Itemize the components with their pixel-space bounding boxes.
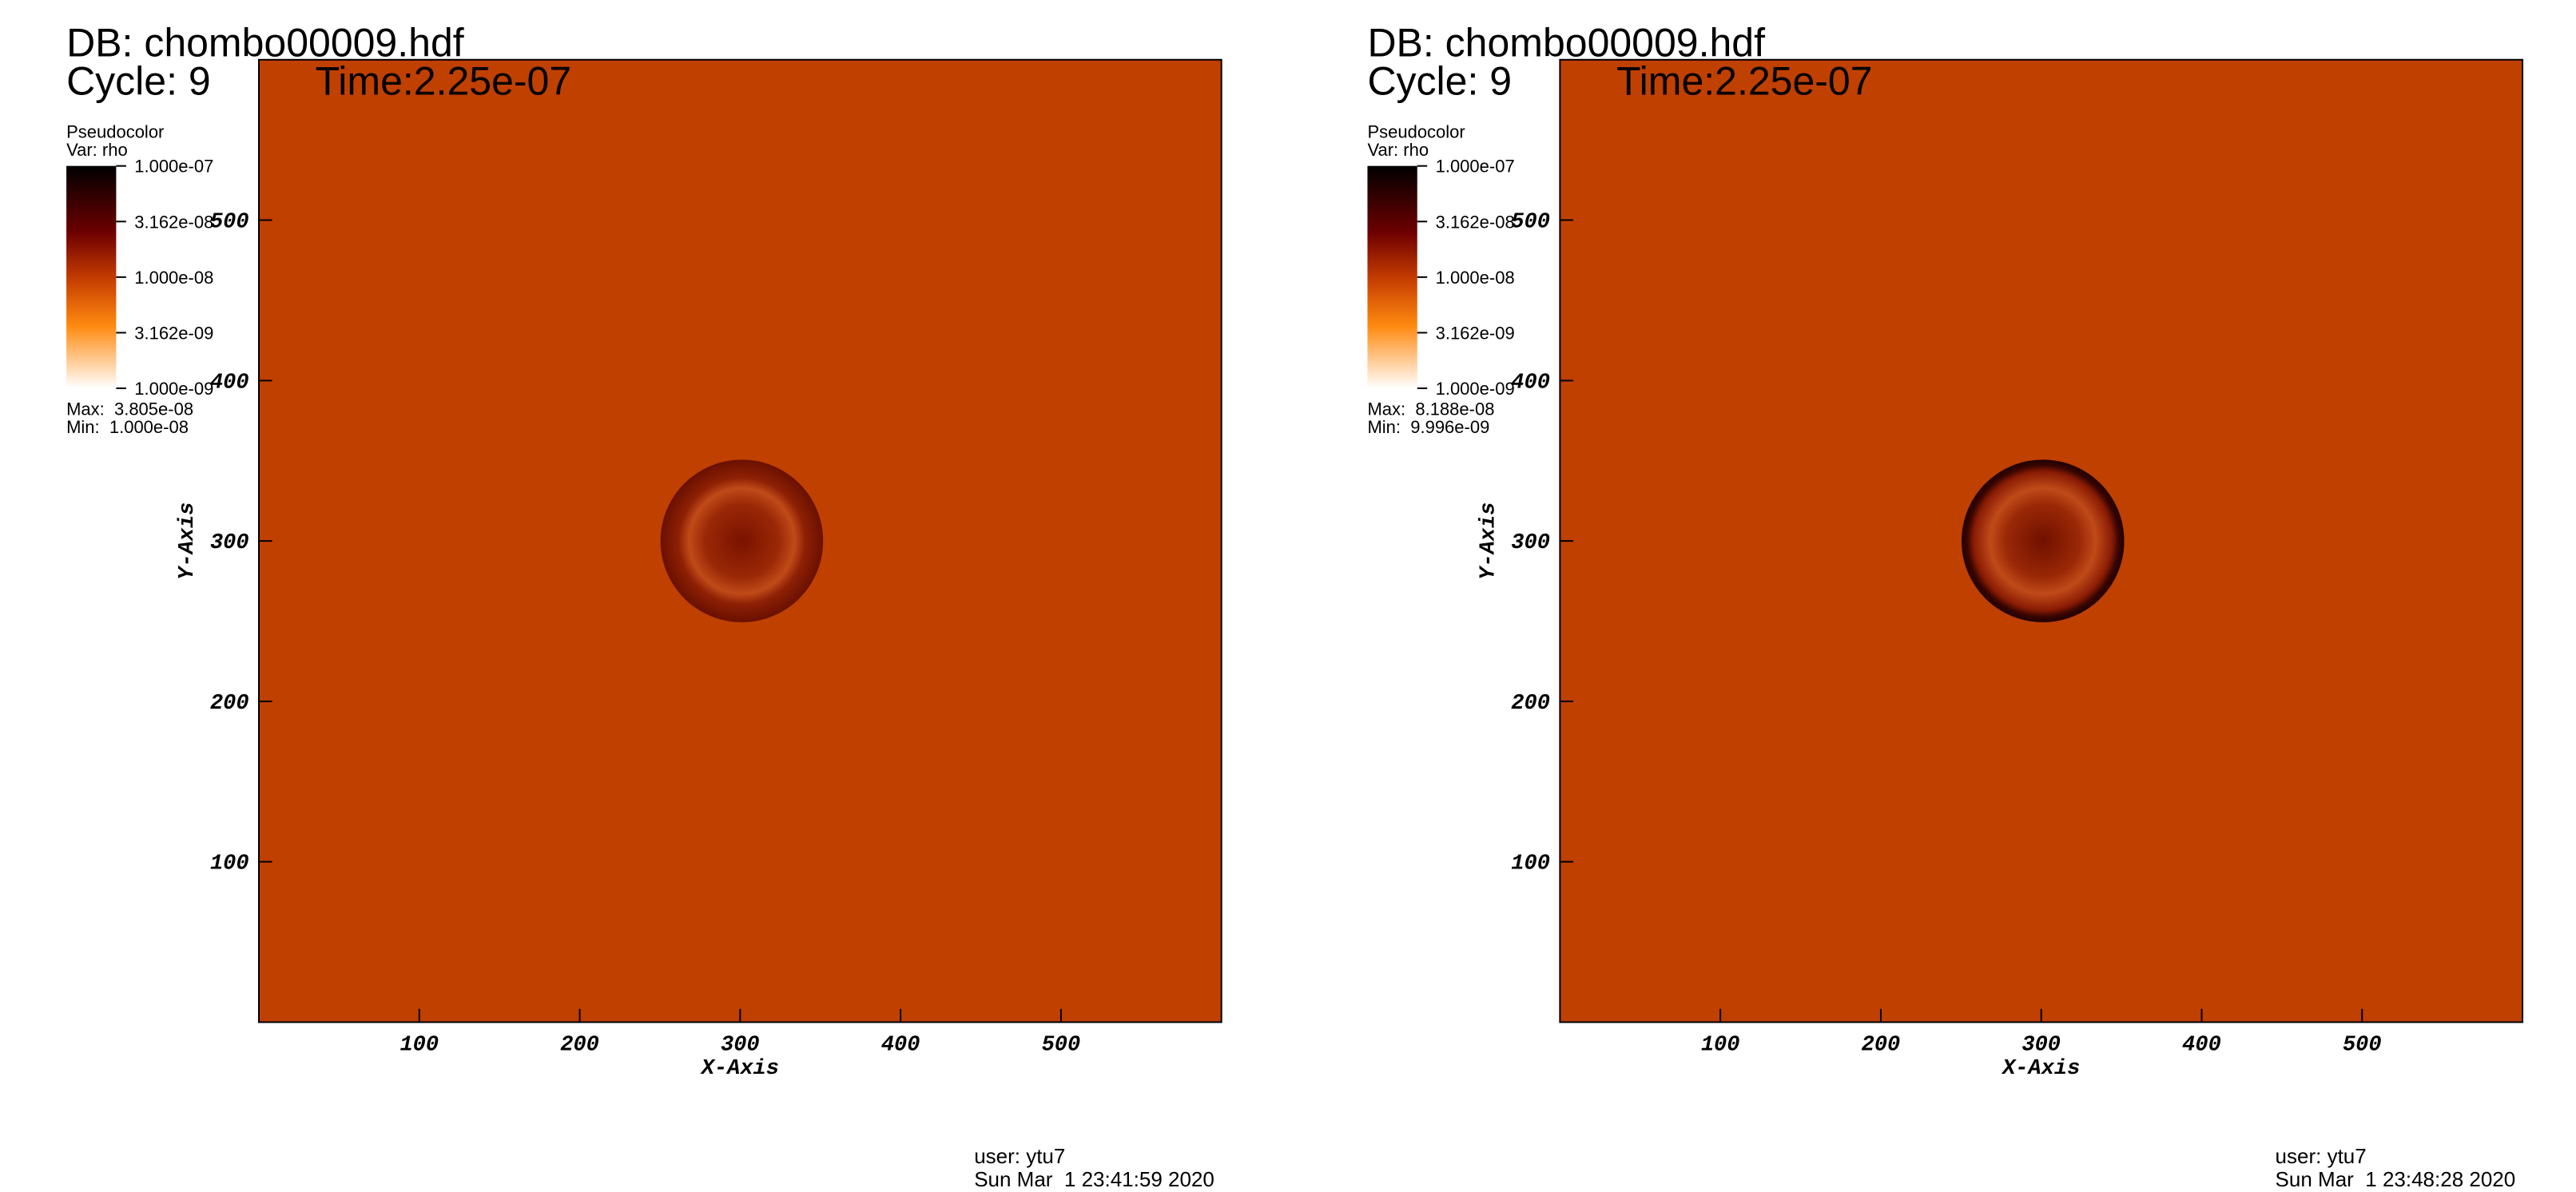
legend-variable: Var: rho	[1367, 140, 1429, 160]
density-blob	[1962, 459, 2125, 622]
colorbar-tick-label: 1.000e-09	[134, 379, 213, 399]
x-tick-label: 400	[2182, 1034, 2221, 1058]
colorbar-tick-label: 3.162e-09	[1436, 323, 1515, 343]
y-tick-label: 300	[210, 531, 249, 555]
legend-title: Pseudocolor	[1367, 121, 1465, 141]
x-axis-label: X-Axis	[700, 1057, 779, 1081]
y-tick-label: 400	[210, 371, 249, 395]
legend-max: Max: 3.805e-08	[66, 399, 193, 419]
x-tick-label: 100	[400, 1034, 439, 1058]
colorbar-tick-label: 1.000e-07	[134, 157, 213, 177]
date-label: Sun Mar 1 23:48:28 2020	[2276, 1167, 2516, 1191]
legend-max: Max: 8.188e-08	[1367, 399, 1494, 419]
cycle-label: Cycle: 9	[1367, 58, 1512, 103]
y-tick-label: 300	[1511, 531, 1550, 555]
legend-title: Pseudocolor	[66, 121, 164, 141]
x-tick-label: 300	[2021, 1034, 2061, 1058]
y-tick-label: 400	[1511, 371, 1550, 395]
y-axis-label: Y-Axis	[1477, 502, 1501, 579]
x-tick-label: 400	[881, 1034, 920, 1058]
y-tick-label: 100	[210, 852, 249, 876]
colorbar	[1367, 165, 1417, 389]
y-tick-label: 100	[1511, 852, 1550, 876]
x-tick-label: 500	[1042, 1034, 1081, 1058]
x-tick-label: 200	[1862, 1034, 1901, 1058]
user-label: user: ytu7	[2276, 1144, 2367, 1168]
colorbar-tick-label: 1.000e-08	[134, 268, 213, 288]
y-axis-label: Y-Axis	[176, 502, 200, 579]
x-tick-label: 100	[1701, 1034, 1740, 1058]
user-label: user: ytu7	[974, 1144, 1065, 1168]
x-axis-label: X-Axis	[2001, 1057, 2080, 1081]
colorbar-tick-label: 3.162e-08	[1436, 212, 1515, 232]
y-tick-label: 500	[1511, 211, 1550, 235]
time-label: Time:2.25e-07	[1616, 58, 1873, 103]
x-tick-label: 500	[2343, 1034, 2382, 1058]
date-label: Sun Mar 1 23:41:59 2020	[974, 1167, 1214, 1191]
db-title: DB: chombo00009.hdf	[66, 21, 464, 66]
colorbar-tick-label: 3.162e-08	[134, 212, 213, 232]
colorbar-tick-label: 1.000e-09	[1436, 379, 1515, 399]
legend-variable: Var: rho	[66, 140, 128, 160]
colorbar-tick-label: 1.000e-08	[1436, 268, 1515, 288]
density-blob	[660, 459, 824, 622]
y-tick-label: 500	[210, 211, 249, 235]
db-title: DB: chombo00009.hdf	[1367, 21, 1765, 66]
x-tick-label: 300	[721, 1034, 760, 1058]
cycle-label: Cycle: 9	[66, 58, 211, 103]
colorbar	[66, 165, 117, 389]
colorbar-tick-label: 1.000e-07	[1436, 157, 1515, 177]
colorbar-tick-label: 3.162e-09	[134, 323, 213, 343]
time-label: Time:2.25e-07	[316, 58, 572, 103]
x-tick-label: 200	[560, 1034, 599, 1058]
legend-min: Min: 9.996e-09	[1367, 417, 1489, 437]
y-tick-label: 200	[1511, 692, 1550, 716]
legend-min: Min: 1.000e-08	[66, 417, 189, 437]
y-tick-label: 200	[210, 692, 249, 716]
